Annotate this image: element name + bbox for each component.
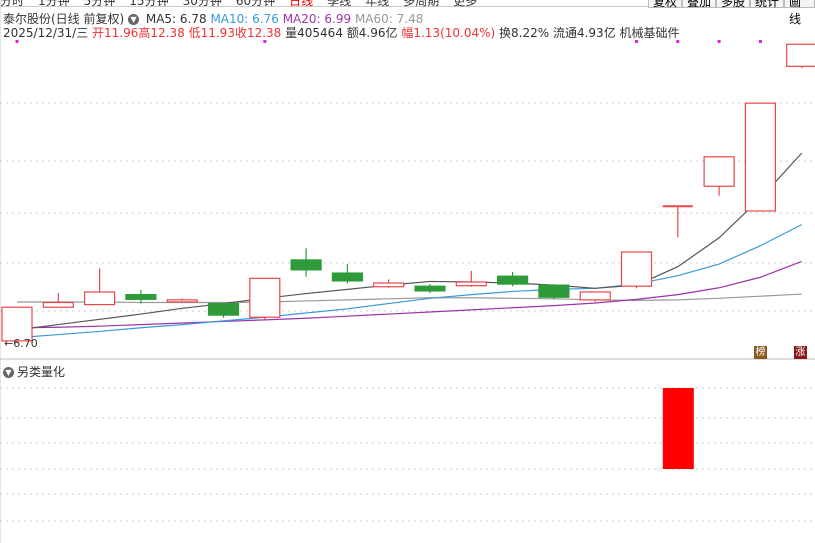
quote-close: 收12.38 [234,26,282,40]
period-tab[interactable]: 分时 [0,0,25,8]
period-toolbar: 分时 1分钟 5分钟 15分钟 30分钟 60分钟 日线 季线 年线 多周期 更多 [0,0,815,8]
stock-title: 泰尔股份(日线 前复权) [3,12,125,26]
quote-open: 开11.96 [92,26,139,40]
toolbar-button[interactable]: 统计 [750,0,785,9]
candle-body [414,285,446,292]
toolbar-button[interactable]: 多股 [716,0,751,9]
stock-header: 泰尔股份(日线 前复权) ▼ MA5: 6.78 MA10: 6.76 MA20… [3,10,423,27]
candle-body [497,275,529,285]
signal-marker [15,40,19,43]
ma10-line [16,224,802,339]
indicator-header[interactable]: ▼ 另类量化 [3,363,65,380]
candle-body [125,294,157,300]
quote-float: 流通4.93亿 [552,26,616,40]
quote-industry: 机械基础件 [619,26,680,40]
candle-body [620,251,653,287]
ma5-line [16,152,803,331]
candle-body [579,291,611,301]
toolbar-button[interactable]: 复权 [648,0,683,9]
period-tab[interactable]: 1分钟 [38,0,70,8]
candle-body [249,277,281,318]
candle-body [703,156,735,187]
candle-body [166,299,198,303]
candle-body [373,282,405,288]
quote-volume: 量405464 [285,26,343,40]
signal-marker [263,40,267,43]
indicator-title: 另类量化 [17,365,66,379]
bang-badge[interactable]: 榜 [754,346,767,359]
quote-low: 低11.93 [188,26,235,40]
candle-body [331,272,363,282]
candle-body [83,291,116,306]
period-tab[interactable]: 5分钟 [83,0,116,8]
candle-body [1,306,33,342]
quote-line: 2025/12/31/三 开11.96高12.38 低11.93收12.38 量… [3,24,680,41]
quote-date: 2025/12/31/三 [3,26,89,40]
quote-high: 高12.38 [138,26,185,40]
signal-marker [676,40,680,43]
quote-amount: 额4.96亿 [346,26,398,40]
signal-marker [635,40,638,43]
candle-body [744,102,777,212]
quote-change: 幅1.13(10.04%) [401,26,496,40]
indicator-bar [662,388,694,469]
ma20-value: MA20: 6.99 [282,12,352,26]
zhang-badge[interactable]: 涨 [794,346,807,359]
toolbar-button[interactable]: 叠加 [682,0,717,9]
candle-body [42,301,74,308]
period-tab[interactable]: 季线 [327,0,352,8]
period-tab[interactable]: 30分钟 [182,0,222,8]
period-tab[interactable]: 多周期 [403,0,440,8]
ma10-value: MA10: 6.76 [210,12,279,26]
ma60-line [17,293,802,304]
period-tab[interactable]: 60分钟 [235,0,276,8]
low-price-label: ←6.70 [4,337,38,350]
period-tab[interactable]: 年线 [365,0,390,8]
period-tab[interactable]: 15分钟 [129,0,169,8]
chevron-down-icon[interactable]: ▼ [128,14,140,25]
candle-body [455,281,487,287]
candle-body [786,43,815,67]
period-tab[interactable]: 日线 [289,0,314,8]
candle-body [290,259,322,271]
signal-marker [758,40,762,43]
candle-body [538,284,570,298]
period-tab[interactable]: 更多 [453,0,478,8]
ma5-value: MA5: 6.78 [145,12,207,26]
chevron-down-icon[interactable]: ▼ [3,367,14,378]
ma20-line [16,260,802,329]
candle-body [207,302,240,316]
quote-turnover: 换8.22% [499,26,550,40]
ma60-value: MA60: 7.48 [354,12,424,26]
signal-marker [717,40,721,43]
